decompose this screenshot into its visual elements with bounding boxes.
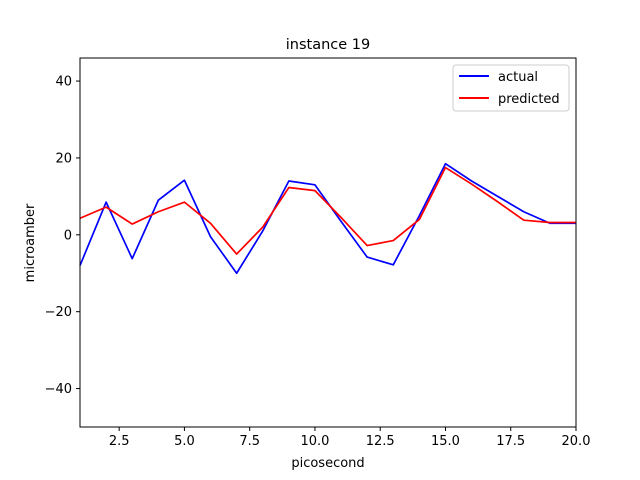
x-axis-label: picosecond: [291, 456, 364, 471]
x-tick-label: 12.5: [366, 434, 395, 449]
x-tick-label: 10.0: [300, 434, 329, 449]
x-axis: 2.5 5.0 7.5 10.0 12.5 15.0 17.5 20.0: [109, 427, 591, 449]
x-tick-label: 5.0: [174, 434, 195, 449]
y-tick-label: 0: [64, 228, 72, 243]
series-line-predicted: [79, 166, 576, 255]
legend: actual predicted: [452, 64, 570, 112]
y-axis: −40 −20 0 20 40: [45, 75, 80, 397]
y-tick-label: −40: [45, 382, 72, 397]
legend-label-predicted: predicted: [498, 92, 560, 107]
legend-label-actual: actual: [498, 70, 538, 85]
plot-background: [80, 58, 576, 427]
x-tick-label: 7.5: [239, 434, 260, 449]
y-tick-label: 40: [55, 75, 72, 90]
y-axis-label: microamber: [23, 203, 38, 282]
plot-frame: [79, 57, 577, 428]
x-tick-label: 15.0: [431, 434, 460, 449]
series-layer: [79, 162, 576, 275]
x-tick-label: 17.5: [496, 434, 525, 449]
y-tick-label: 20: [55, 151, 72, 166]
x-tick-label: 2.5: [109, 434, 130, 449]
plot-area: [79, 57, 577, 428]
y-tick-label: −20: [45, 305, 72, 320]
chart-title: instance 19: [286, 37, 371, 53]
x-tick-label: 20.0: [562, 434, 591, 449]
